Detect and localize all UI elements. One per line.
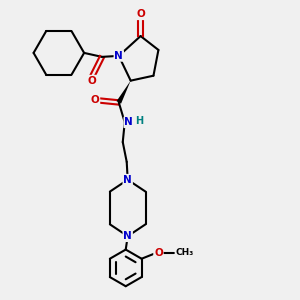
Text: N: N <box>123 175 132 185</box>
Text: O: O <box>136 9 145 19</box>
Text: N: N <box>114 51 123 61</box>
Text: O: O <box>154 248 163 258</box>
Text: N: N <box>124 117 133 127</box>
Text: CH₃: CH₃ <box>175 248 194 257</box>
Text: N: N <box>123 231 132 241</box>
Text: O: O <box>88 76 96 85</box>
Polygon shape <box>116 81 131 104</box>
Text: H: H <box>135 116 143 126</box>
Text: O: O <box>91 95 99 106</box>
